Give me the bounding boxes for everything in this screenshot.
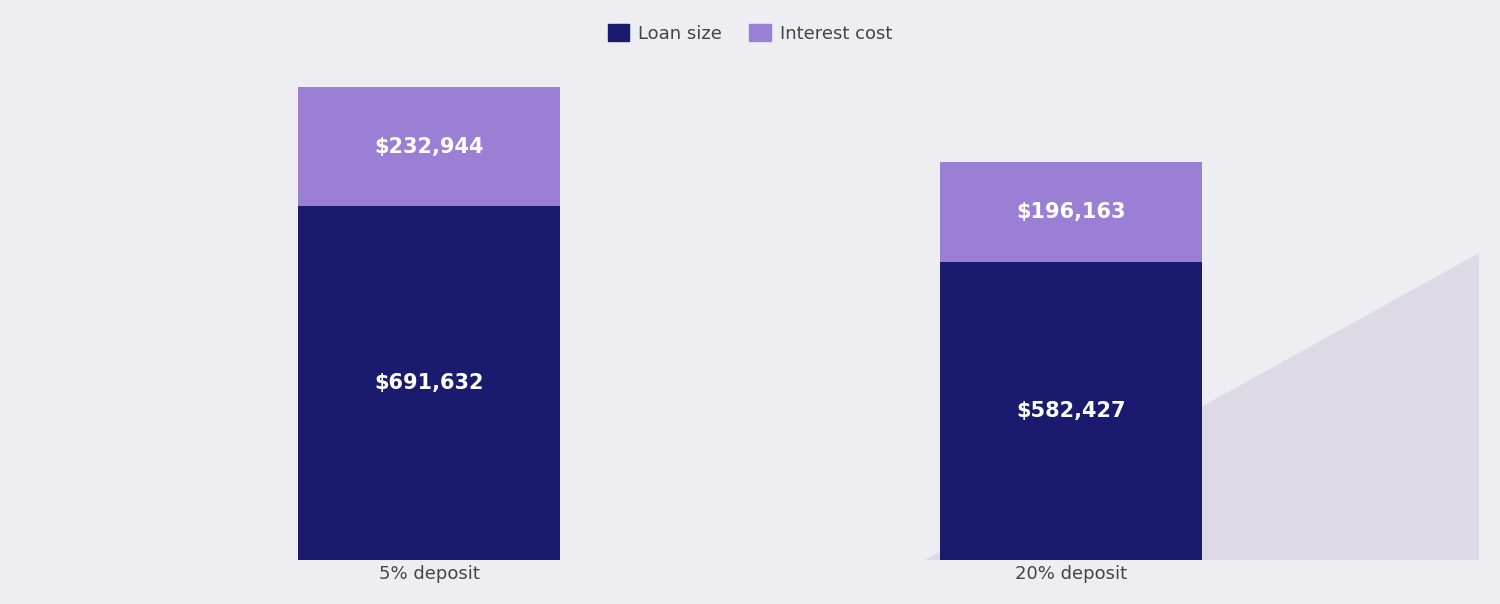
Bar: [939, 262, 1202, 561]
Bar: [298, 87, 561, 206]
Text: $196,163: $196,163: [1016, 202, 1125, 222]
Polygon shape: [926, 252, 1479, 561]
Text: $691,632: $691,632: [375, 373, 484, 393]
Legend: Loan size, Interest cost: Loan size, Interest cost: [600, 17, 900, 50]
Text: $582,427: $582,427: [1016, 401, 1125, 421]
Bar: [939, 162, 1202, 262]
Bar: [298, 206, 561, 561]
Text: $232,944: $232,944: [375, 137, 484, 156]
